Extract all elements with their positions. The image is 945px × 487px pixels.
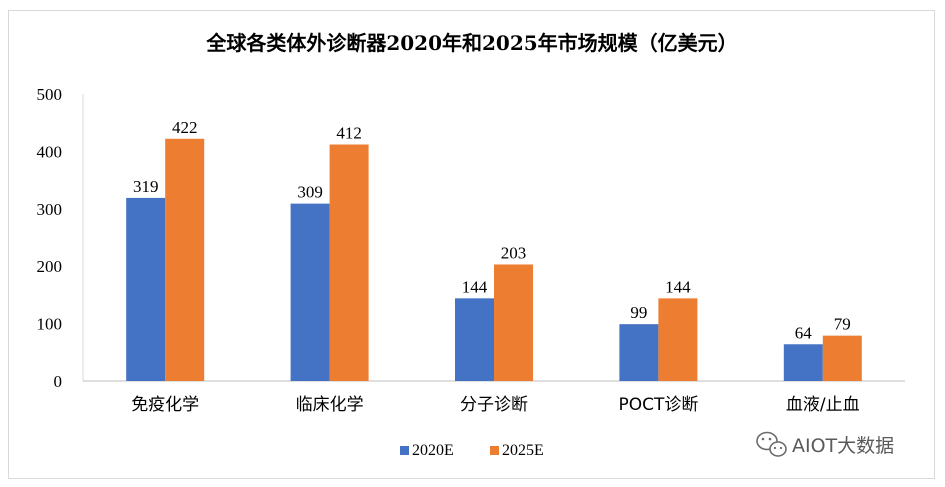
- bar-2025E-1: [329, 144, 369, 381]
- data-label: 144: [665, 277, 691, 296]
- y-tick-label: 400: [37, 142, 63, 161]
- y-tick-label: 100: [37, 315, 63, 334]
- chart-title: 全球各类体外诊断器2020年和2025年市场规模（亿美元）: [205, 31, 737, 55]
- data-label: 412: [336, 124, 362, 143]
- data-label: 203: [501, 243, 527, 262]
- bar-2020E-1: [290, 203, 330, 381]
- legend-swatch: [490, 446, 499, 455]
- legend-swatch: [400, 446, 409, 455]
- data-label: 319: [133, 177, 159, 196]
- bar-2025E-4: [822, 335, 862, 381]
- watermark-text: AIOT大数据: [792, 435, 894, 457]
- category-label: 免疫化学: [131, 395, 199, 415]
- watermark: AIOT大数据: [756, 431, 894, 457]
- category-label: 临床化学: [296, 395, 364, 415]
- y-tick-labels: 0 100 200 300 400 500: [37, 85, 63, 391]
- bar-2020E-4: [783, 344, 823, 381]
- y-tick-label: 200: [37, 257, 63, 276]
- y-tick-label: 500: [37, 85, 63, 104]
- bar-2020E-2: [455, 298, 494, 381]
- data-label: 99: [630, 303, 647, 322]
- data-labels: 319 422 309 412 144 203 99 144 64 79: [133, 118, 851, 342]
- legend-label: 2025E: [502, 442, 544, 459]
- data-label: 309: [297, 183, 323, 202]
- y-tick-label: 300: [37, 200, 63, 219]
- bar-2020E-3: [619, 324, 659, 381]
- category-label: 血液/止血: [786, 395, 860, 415]
- y-tick-label: 0: [54, 372, 63, 391]
- bar-2025E-3: [658, 298, 698, 381]
- data-label: 79: [834, 315, 851, 334]
- data-label: 422: [172, 118, 198, 137]
- bars: [126, 138, 862, 381]
- bar-2025E-2: [494, 264, 533, 381]
- category-label: 分子诊断: [460, 395, 528, 415]
- data-label: 144: [462, 277, 488, 296]
- category-labels: 免疫化学 临床化学 分子诊断 POCT诊断 血液/止血: [131, 395, 859, 415]
- bar-2020E-0: [126, 197, 166, 381]
- bar-2025E-0: [165, 138, 205, 381]
- legend-label: 2020E: [412, 442, 454, 459]
- wechat-icon: [756, 431, 787, 457]
- data-label: 64: [795, 323, 813, 342]
- legend: 2020E 2025E: [400, 442, 544, 459]
- category-label: POCT诊断: [618, 395, 698, 415]
